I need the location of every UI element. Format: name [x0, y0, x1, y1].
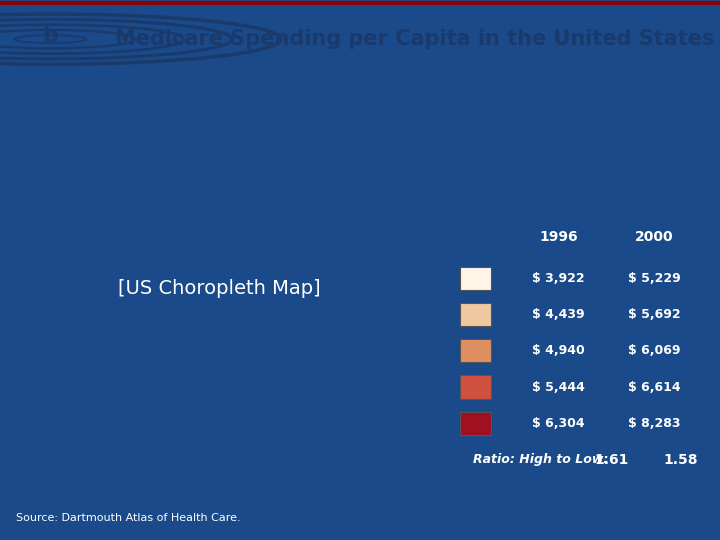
Text: Source: Dartmouth Atlas of Health Care.: Source: Dartmouth Atlas of Health Care.	[16, 514, 240, 523]
Text: $ 4,439: $ 4,439	[532, 308, 585, 321]
Text: 1996: 1996	[539, 230, 577, 244]
Text: b: b	[42, 26, 58, 46]
Text: [US Choropleth Map]: [US Choropleth Map]	[117, 279, 320, 299]
Bar	[459, 339, 491, 362]
Text: $ 6,069: $ 6,069	[628, 345, 680, 357]
Text: $ 5,229: $ 5,229	[628, 272, 680, 285]
Text: $ 6,304: $ 6,304	[532, 417, 585, 430]
Text: Medicare Spending per Capita in the United States: Medicare Spending per Capita in the Unit…	[115, 29, 715, 49]
Bar	[459, 303, 491, 326]
Text: 1.58: 1.58	[664, 453, 698, 467]
Text: $ 4,940: $ 4,940	[532, 345, 585, 357]
Bar	[459, 411, 491, 435]
Text: 1.61: 1.61	[595, 453, 629, 467]
Text: 2000: 2000	[635, 230, 673, 244]
Text: $ 5,444: $ 5,444	[532, 381, 585, 394]
Text: $ 3,922: $ 3,922	[532, 272, 585, 285]
Text: $ 8,283: $ 8,283	[628, 417, 680, 430]
Text: $ 6,614: $ 6,614	[628, 381, 680, 394]
Bar	[459, 267, 491, 290]
Bar	[459, 375, 491, 399]
Text: Ratio: High to Low:: Ratio: High to Low:	[473, 453, 608, 466]
Text: $ 5,692: $ 5,692	[628, 308, 680, 321]
